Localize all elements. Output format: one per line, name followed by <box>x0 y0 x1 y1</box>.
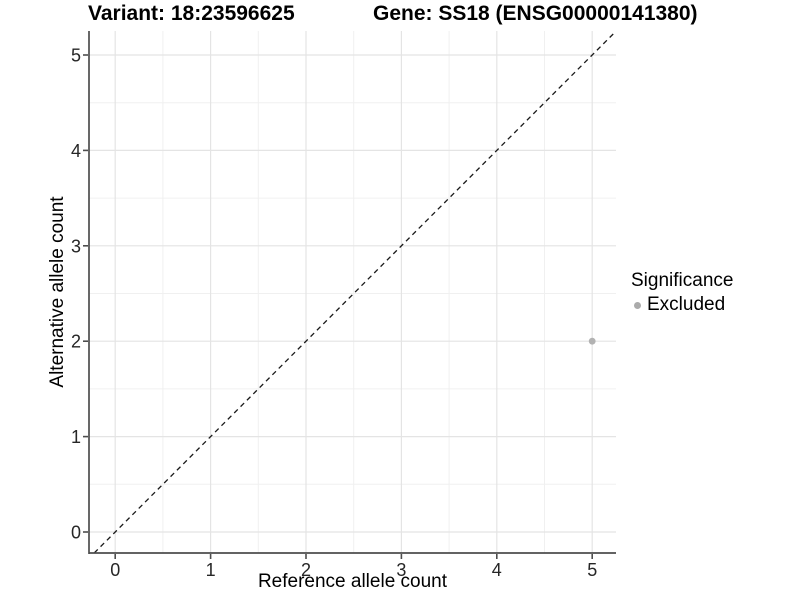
legend-point-icon <box>634 301 641 309</box>
y-tick-label: 3 <box>71 236 81 256</box>
x-tick-label: 2 <box>301 560 311 580</box>
x-tick-label: 0 <box>110 560 120 580</box>
x-tick-label: 5 <box>587 560 597 580</box>
legend-title: Significance <box>631 270 734 291</box>
y-tick-label: 5 <box>71 46 81 66</box>
plot-title-gene: Gene: SS18 (ENSG00000141380) <box>373 2 698 25</box>
legend-item-label: Excluded <box>647 294 726 315</box>
y-axis-title: Alternative allele count <box>47 196 68 388</box>
x-axis-title: Reference allele count <box>257 571 448 592</box>
data-point <box>588 337 596 345</box>
plot-title-variant: Variant: 18:23596625 <box>88 2 295 25</box>
y-tick-label: 0 <box>71 523 81 543</box>
y-tick-label: 4 <box>71 141 81 161</box>
y-tick-label: 1 <box>71 427 81 447</box>
x-tick-label: 4 <box>492 560 502 580</box>
legend: Significance Excluded <box>631 270 733 316</box>
identity-line <box>93 30 617 554</box>
legend-item-excluded: Excluded <box>631 294 733 316</box>
x-tick-label: 1 <box>206 560 216 580</box>
y-tick-label: 2 <box>71 332 81 352</box>
x-tick-label: 3 <box>396 560 406 580</box>
